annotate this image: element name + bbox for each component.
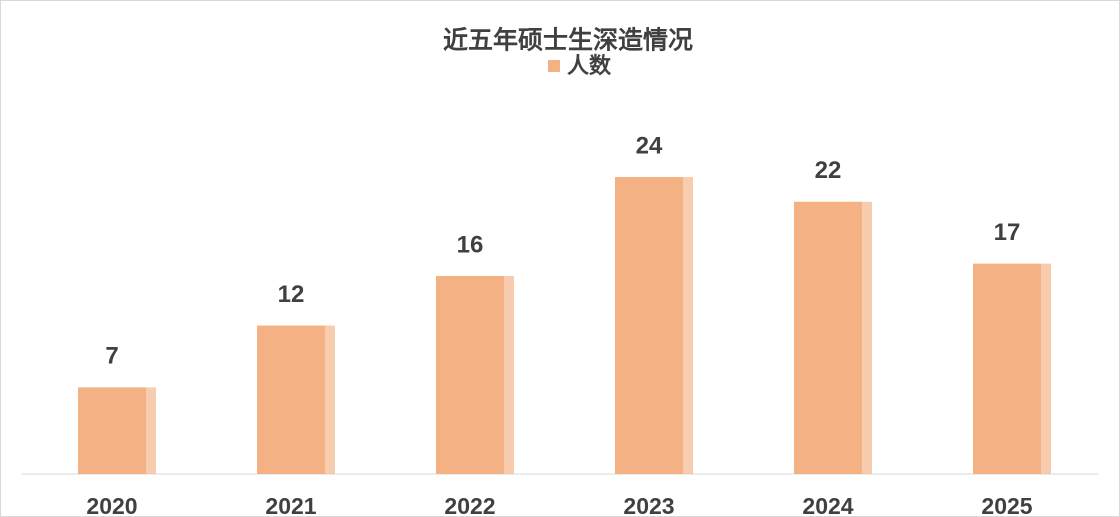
data-label: 12	[278, 281, 305, 308]
bar-shade	[683, 177, 693, 474]
x-tick-label: 2023	[623, 493, 674, 517]
data-label: 16	[457, 231, 484, 258]
bar-shade	[325, 325, 335, 474]
x-tick-label: 2022	[444, 493, 495, 517]
data-label: 22	[815, 157, 842, 184]
legend-label: 人数	[567, 53, 612, 78]
bar	[257, 325, 325, 474]
legend-swatch	[548, 60, 560, 72]
chart-title: 近五年硕士生深造情况	[443, 26, 693, 55]
data-label: 17	[994, 219, 1021, 246]
bar-shade	[1041, 263, 1051, 474]
bar	[615, 177, 683, 474]
data-label: 7	[105, 343, 118, 370]
bar-shade	[146, 387, 156, 474]
data-label: 24	[636, 132, 663, 159]
x-tick-label: 2021	[265, 493, 316, 517]
bar	[78, 387, 146, 474]
x-tick-label: 2025	[981, 493, 1032, 517]
x-tick-label: 2024	[802, 493, 853, 517]
x-tick-label: 2020	[86, 493, 137, 517]
bar-shade	[862, 201, 872, 474]
bar	[436, 276, 504, 474]
bar-shade	[504, 276, 514, 474]
bar	[973, 263, 1041, 474]
bar	[794, 201, 862, 474]
